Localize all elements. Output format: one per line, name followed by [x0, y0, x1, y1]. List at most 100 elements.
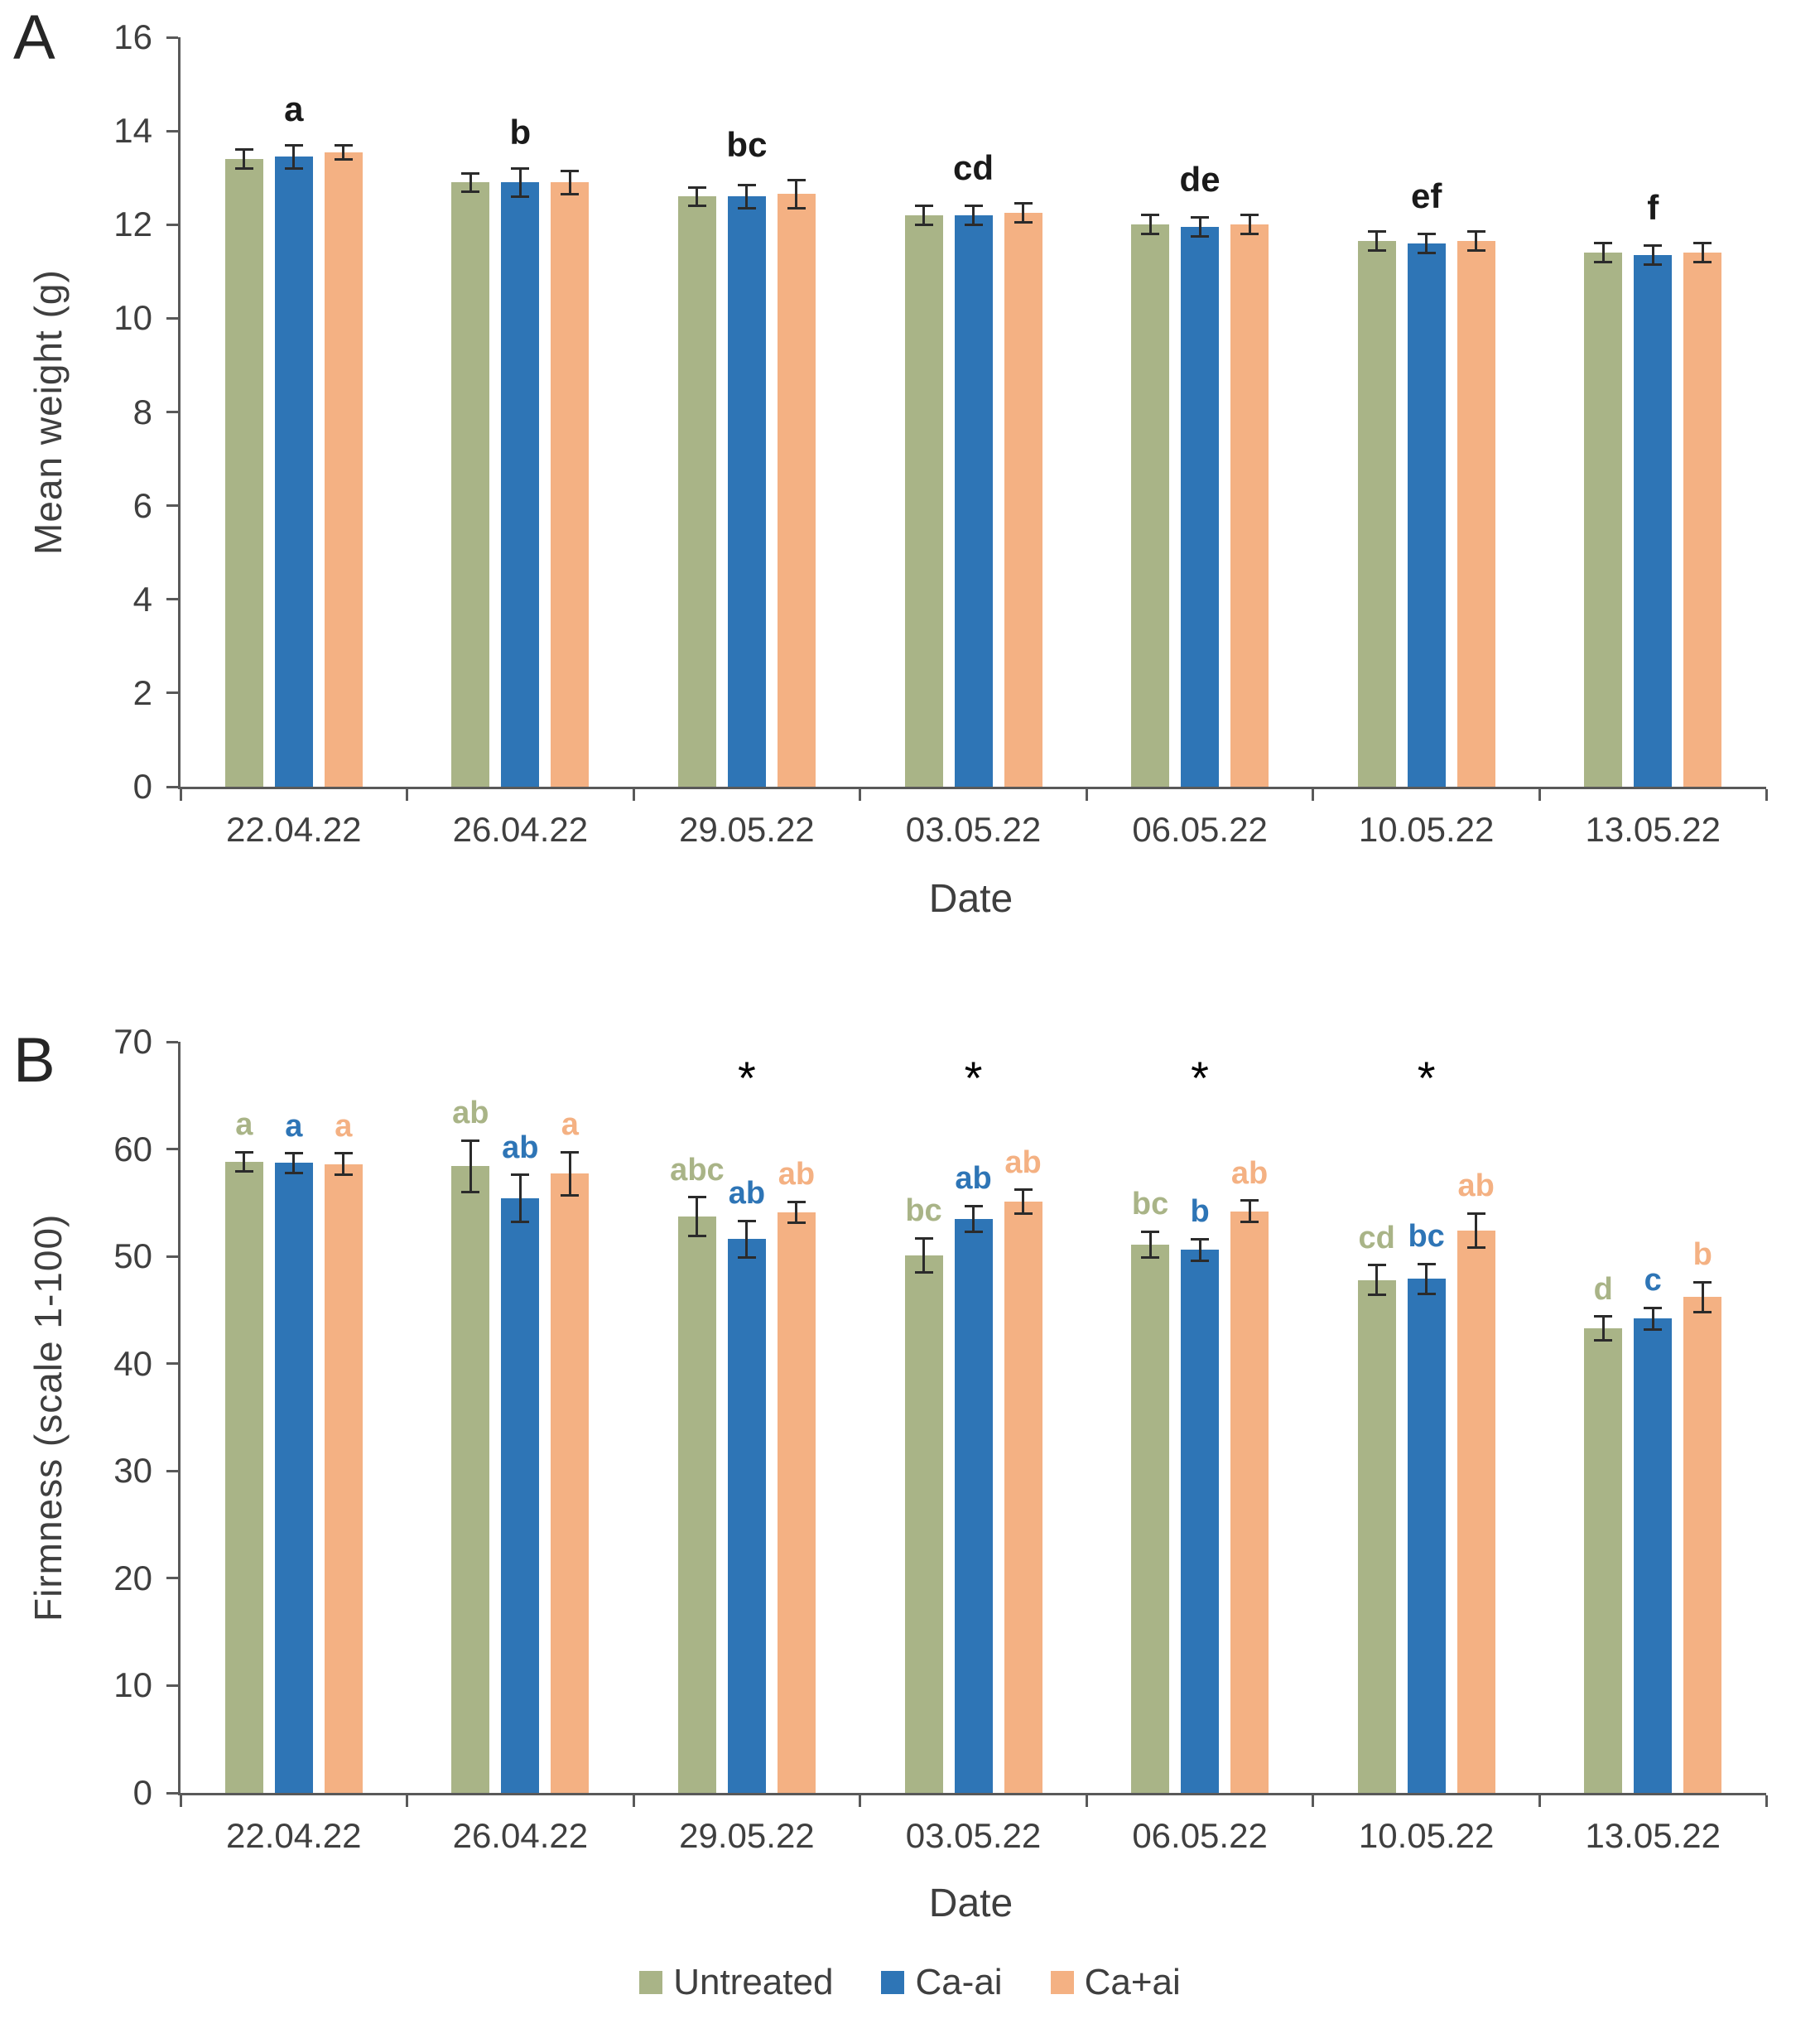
error-bar-cap-top: [284, 1152, 303, 1155]
legend-swatch-icon: [881, 1971, 905, 1994]
x-category-label: 10.05.22: [1358, 1816, 1495, 1855]
panel-b-x-axis-title: Date: [928, 1881, 1014, 1925]
error-bar-cap-bottom: [1693, 1311, 1712, 1314]
significance-letter: ab: [1457, 1168, 1495, 1204]
y-tick-mark: [166, 36, 178, 39]
x-category-label: 29.05.22: [679, 810, 815, 849]
bar: [1181, 227, 1220, 787]
x-tick-mark: [1312, 789, 1315, 801]
error-bar-cap-bottom: [914, 1271, 933, 1274]
significance-letter: ab: [1004, 1144, 1042, 1180]
error-bar-cap-bottom: [1644, 1327, 1663, 1331]
error-bar-line: [972, 1206, 975, 1232]
x-tick-mark: [1085, 789, 1088, 801]
error-bar-cap-bottom: [334, 157, 353, 161]
bar: [1230, 1211, 1269, 1793]
x-tick-mark: [632, 1795, 635, 1807]
x-tick-mark: [632, 789, 635, 801]
significance-letter: a: [285, 1108, 303, 1144]
bar: [1181, 1250, 1220, 1793]
x-category-label: 29.05.22: [679, 1816, 815, 1855]
y-tick-label: 60: [113, 1129, 152, 1168]
significance-letter: de: [1179, 159, 1221, 199]
panel-a-plot-area: 0 2 4 6 8 10 12 14 16 22.04.22 26.04.22 29.05.22 03.…: [113, 19, 1768, 849]
error-bar-line: [292, 1153, 296, 1173]
x-tick-mark: [1312, 1795, 1315, 1807]
error-bar-cap-top: [461, 171, 480, 175]
error-bar-line: [1022, 203, 1024, 223]
x-tick-mark: [406, 1795, 409, 1807]
x-category-label: 22.04.22: [226, 1816, 362, 1855]
legend-item: Ca-ai: [881, 1962, 1003, 2002]
y-tick-label: 2: [132, 672, 152, 712]
significance-letter: ab: [955, 1161, 992, 1197]
significance-letter: ab: [778, 1157, 816, 1192]
error-bar-cap-bottom: [737, 1255, 756, 1259]
error-bar-line: [342, 145, 345, 160]
error-bar-cap-top: [1594, 1315, 1613, 1318]
bar: [324, 1164, 363, 1793]
bar: [1634, 255, 1673, 787]
significance-letter: c: [1644, 1263, 1662, 1298]
y-tick-label: 16: [113, 17, 152, 56]
error-bar-cap-top: [737, 1219, 756, 1222]
error-bar-line: [1248, 214, 1251, 234]
y-tick-label: 30: [113, 1451, 152, 1491]
error-bar-cap-top: [1141, 1230, 1160, 1233]
error-bar-line: [972, 205, 975, 225]
y-tick-mark: [166, 691, 178, 695]
bar: [274, 157, 313, 787]
error-bar-line: [1651, 245, 1654, 265]
legend-item: Ca+ai: [1050, 1964, 1181, 2001]
significance-letter: f: [1647, 187, 1659, 227]
x-tick-mark: [179, 1795, 182, 1807]
error-bar-line: [1022, 1189, 1024, 1214]
bar: [551, 182, 590, 787]
bar: [451, 1166, 490, 1793]
bar: [954, 214, 993, 787]
error-bar-cap-bottom: [1367, 1294, 1386, 1297]
y-tick-label: 10: [113, 298, 152, 338]
bar: [1357, 1279, 1396, 1793]
y-tick-mark: [166, 1040, 178, 1043]
legend: Untreated Ca-ai Ca+ai: [0, 1964, 1820, 2001]
error-bar-cap-bottom: [561, 1193, 580, 1197]
bar: [224, 159, 263, 787]
bar: [451, 182, 490, 787]
bar: [1004, 213, 1042, 787]
error-bar-cap-top: [1693, 242, 1712, 245]
y-tick-mark: [166, 1577, 178, 1580]
error-bar-cap-bottom: [1240, 233, 1259, 236]
bar: [1683, 253, 1722, 787]
bar: [677, 1217, 716, 1793]
legend-label: Ca-ai: [915, 1962, 1003, 2002]
error-bar-cap-top: [1417, 1262, 1436, 1265]
error-bar-cap-bottom: [787, 1221, 806, 1225]
legend-swatch-icon: [639, 1971, 663, 1994]
error-bar-line: [1148, 1231, 1152, 1258]
error-bar-cap-top: [1594, 242, 1613, 245]
y-tick-mark: [166, 411, 178, 413]
error-bar-cap-top: [1466, 1212, 1485, 1215]
error-bar-line: [696, 1197, 699, 1236]
y-tick-label: 6: [132, 485, 152, 525]
significance-letter: ab: [1230, 1155, 1269, 1191]
error-bar-cap-top: [1191, 216, 1210, 219]
y-tick-label: 50: [113, 1236, 152, 1276]
bar: [1634, 1318, 1673, 1793]
error-bar-cap-top: [1693, 1280, 1712, 1284]
y-tick-label: 12: [113, 205, 152, 244]
error-bar-cap-bottom: [1644, 263, 1663, 266]
error-bar-line: [1651, 1308, 1654, 1330]
error-bar-cap-bottom: [1417, 1292, 1436, 1295]
significance-asterisk: *: [1191, 1052, 1209, 1104]
y-tick-mark: [166, 316, 178, 320]
error-bar-cap-bottom: [1014, 220, 1033, 224]
x-category-label: 22.04.22: [226, 810, 362, 849]
significance-letter: cd: [952, 147, 994, 187]
significance-letter: a: [284, 89, 304, 129]
bar: [324, 152, 363, 787]
error-bar-cap-bottom: [964, 1230, 983, 1233]
significance-asterisk: *: [964, 1052, 983, 1104]
bar: [1584, 253, 1623, 787]
